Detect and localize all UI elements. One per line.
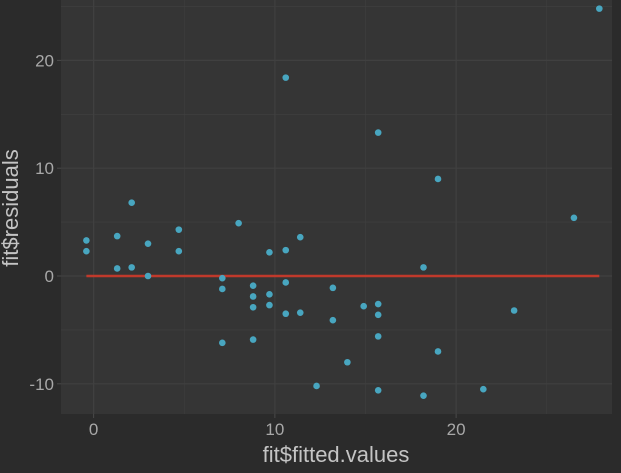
data-point — [282, 246, 290, 254]
x-tick-label: 0 — [89, 420, 98, 439]
data-point — [329, 316, 337, 324]
data-point — [235, 219, 242, 227]
data-points — [83, 5, 603, 399]
x-tick-label: 20 — [447, 420, 466, 439]
data-point — [374, 300, 382, 308]
data-point — [434, 348, 442, 355]
data-point — [83, 247, 90, 255]
data-point — [266, 248, 273, 256]
data-point — [374, 311, 382, 319]
data-point — [266, 291, 273, 298]
data-point — [175, 226, 183, 233]
data-point — [596, 5, 603, 12]
data-point — [113, 232, 121, 240]
data-point — [374, 386, 382, 394]
data-point — [249, 303, 257, 311]
plot-panel — [61, 0, 612, 414]
data-point — [175, 247, 183, 255]
y-axis-ticks: -10 0 10 20 — [29, 51, 61, 394]
data-point — [296, 309, 304, 316]
data-point — [344, 358, 351, 366]
data-point — [282, 310, 290, 318]
data-point — [219, 285, 226, 293]
data-point — [266, 301, 273, 309]
data-point — [420, 392, 427, 399]
y-axis-title: fit$residuals — [0, 149, 23, 266]
data-point — [128, 199, 135, 206]
data-point — [434, 175, 442, 183]
data-point — [249, 293, 257, 300]
data-point — [510, 307, 518, 314]
data-point — [374, 129, 382, 136]
data-point — [128, 264, 135, 271]
y-tick-label: 10 — [35, 159, 54, 178]
data-point — [219, 274, 226, 282]
data-point — [144, 272, 152, 280]
data-point — [113, 265, 121, 272]
x-axis-ticks: 0 10 20 — [89, 414, 466, 439]
x-tick-label: 10 — [265, 420, 284, 439]
y-tick-label: 20 — [35, 51, 54, 70]
data-point — [570, 214, 578, 222]
data-point — [249, 282, 257, 290]
y-tick-label: -10 — [29, 375, 54, 394]
data-point — [282, 279, 290, 286]
data-point — [144, 240, 152, 247]
data-point — [296, 233, 304, 241]
y-tick-label: 0 — [45, 267, 54, 286]
data-point — [282, 74, 290, 81]
x-axis-title: fit$fitted.values — [263, 442, 410, 467]
data-point — [83, 237, 90, 244]
data-point — [374, 333, 382, 340]
data-point — [360, 302, 367, 310]
data-point — [249, 336, 257, 343]
data-point — [480, 385, 487, 393]
data-point — [219, 339, 226, 347]
data-point — [420, 264, 427, 271]
data-point — [329, 284, 337, 292]
data-point — [313, 382, 320, 390]
